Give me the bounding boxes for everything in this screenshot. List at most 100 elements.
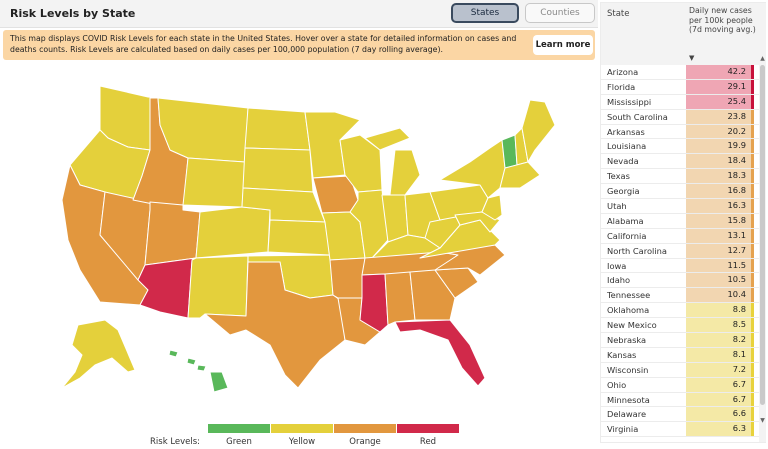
row-case-value: 8.8 [686, 303, 754, 318]
state-maine[interactable] [521, 99, 556, 163]
row-level-marker [751, 94, 754, 109]
row-case-value: 25.4 [686, 94, 754, 109]
row-case-value: 10.4 [686, 288, 754, 303]
state-new-mexico[interactable] [187, 255, 249, 319]
row-case-value-text: 8.5 [732, 319, 746, 330]
table-row[interactable]: Arizona 42.2 [601, 65, 759, 80]
row-state-name: Virginia [607, 424, 639, 435]
row-state-name: Nevada [607, 156, 639, 167]
table-row[interactable]: New Mexico 8.5 [601, 318, 759, 334]
state-hawaii-islands[interactable] [168, 349, 207, 372]
row-level-marker [751, 422, 754, 437]
table-row[interactable]: Florida 29.1 [601, 79, 759, 95]
row-case-value-text: 6.7 [732, 378, 746, 389]
state-michigan[interactable] [364, 127, 421, 196]
row-case-value: 6.3 [686, 422, 754, 437]
row-level-marker [751, 347, 754, 362]
state-alabama[interactable] [384, 271, 416, 326]
learn-more-button[interactable]: Learn more [533, 35, 593, 55]
table-row[interactable]: Tennessee 10.4 [601, 288, 759, 304]
state-north-dakota[interactable] [244, 107, 311, 151]
row-state-name: Arkansas [607, 126, 645, 137]
row-level-marker [751, 407, 754, 422]
state-south-dakota[interactable] [242, 147, 314, 193]
state-texas[interactable] [204, 261, 346, 389]
state-alaska[interactable] [61, 319, 136, 389]
row-case-value-text: 18.3 [727, 170, 746, 181]
table-scrollbar[interactable]: ▲ ▼ [759, 3, 766, 442]
state-new-england-south[interactable] [499, 161, 541, 189]
table-row[interactable]: Texas 18.3 [601, 169, 759, 185]
state-florida[interactable] [394, 319, 486, 387]
header-bar: Risk Levels by State States Counties [0, 0, 598, 28]
row-case-value: 16.8 [686, 184, 754, 199]
legend-title: Risk Levels: [150, 437, 201, 447]
state-vermont[interactable] [501, 134, 518, 169]
table-row[interactable]: Idaho 10.5 [601, 273, 759, 289]
state-hawaii-big-island[interactable] [209, 371, 229, 393]
row-level-marker [751, 288, 754, 303]
row-case-value-text: 25.4 [727, 95, 746, 106]
column-header-state[interactable]: State [607, 9, 630, 19]
table-row[interactable]: Nebraska 8.2 [601, 333, 759, 348]
table-row[interactable]: Nevada 18.4 [601, 154, 759, 170]
row-case-value-text: 6.3 [732, 423, 746, 434]
table-row[interactable]: South Carolina 23.8 [601, 109, 759, 125]
table-row[interactable]: Alabama 15.8 [601, 213, 759, 229]
row-case-value: 6.7 [686, 377, 754, 392]
table-row[interactable]: Iowa 11.5 [601, 258, 759, 274]
scroll-up-icon[interactable]: ▲ [760, 55, 765, 62]
row-case-value: 6.7 [686, 392, 754, 407]
table-row[interactable]: Mississippi 25.4 [601, 94, 759, 110]
table-row[interactable]: Oklahoma 8.8 [601, 303, 759, 319]
row-state-name: Utah [607, 201, 627, 212]
table-row[interactable]: Louisiana 19.9 [601, 139, 759, 155]
row-case-value: 16.3 [686, 199, 754, 213]
counties-toggle-button[interactable]: Counties [525, 3, 595, 23]
table-row[interactable]: California 13.1 [601, 228, 759, 244]
table-row[interactable]: Georgia 16.8 [601, 184, 759, 200]
table-row[interactable]: Utah 16.3 [601, 199, 759, 214]
scroll-down-icon[interactable]: ▼ [760, 417, 765, 424]
row-level-marker [751, 273, 754, 288]
row-case-value: 8.1 [686, 347, 754, 362]
table-row[interactable]: Virginia 6.3 [601, 422, 759, 438]
row-case-value: 42.2 [686, 65, 754, 79]
table-row[interactable]: Minnesota 6.7 [601, 392, 759, 408]
table-row[interactable]: North Carolina 12.7 [601, 243, 759, 259]
row-case-value-text: 6.7 [732, 393, 746, 404]
state-wyoming[interactable] [182, 157, 246, 208]
state-arizona[interactable] [137, 257, 197, 319]
row-state-name: Kansas [607, 349, 637, 360]
state-new-jersey[interactable] [481, 194, 503, 221]
row-state-name: Mississippi [607, 96, 652, 107]
state-arkansas[interactable] [329, 257, 366, 299]
states-toggle-button[interactable]: States [451, 3, 519, 23]
column-header-cases[interactable]: Daily new cases per 100k people (7d movi… [689, 6, 756, 34]
table-row[interactable]: Ohio 6.7 [601, 377, 759, 393]
row-case-value: 11.5 [686, 258, 754, 273]
row-level-marker [751, 228, 754, 243]
row-case-value-text: 13.1 [727, 229, 746, 240]
legend-swatch-green [208, 424, 270, 433]
table-body: Arizona 42.2 Florida 29.1 Mississippi 25.4 Sou… [601, 65, 759, 438]
row-state-name: Minnesota [607, 394, 650, 405]
row-state-name: Nebraska [607, 335, 647, 346]
row-level-marker [751, 65, 754, 79]
table-row[interactable]: Kansas 8.1 [601, 347, 759, 363]
state-kansas[interactable] [267, 219, 331, 256]
state-colorado[interactable] [195, 206, 271, 259]
table-row[interactable]: Wisconsin 7.2 [601, 362, 759, 378]
table-row[interactable]: Delaware 6.6 [601, 407, 759, 423]
scroll-thumb[interactable] [760, 65, 765, 405]
us-risk-map[interactable] [0, 62, 598, 422]
state-utah[interactable] [144, 201, 201, 266]
legend-label-green: Green [226, 437, 252, 447]
row-state-name: Tennessee [607, 290, 651, 301]
row-case-value: 18.4 [686, 154, 754, 169]
table-row[interactable]: Arkansas 20.2 [601, 124, 759, 140]
sort-down-icon[interactable]: ▼ [689, 54, 695, 62]
row-case-value: 29.1 [686, 79, 754, 94]
row-case-value: 20.2 [686, 124, 754, 139]
